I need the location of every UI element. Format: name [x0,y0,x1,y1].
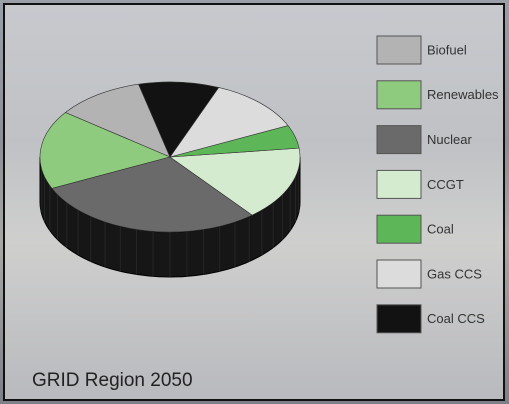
pie-slice [64,83,171,158]
legend-swatch [376,304,422,334]
legend-label: Coal CCS [427,311,485,326]
pie-slice [138,81,220,158]
legend-swatch [376,259,422,289]
legend-label: CCGT [427,177,464,192]
pie-slice [39,112,171,189]
pie-slice [51,156,253,233]
legend-label: Nuclear [427,132,472,147]
legend-label: Renewables [427,87,499,102]
legend-swatch [376,169,422,199]
legend-swatch [376,35,422,65]
pie-slice [169,147,301,216]
legend-swatch [376,80,422,110]
legend-swatch [376,214,422,244]
legend-label: Biofuel [427,42,467,57]
legend-swatch [376,125,422,155]
legend-label: Gas CCS [427,266,482,281]
chart-title: GRID Region 2050 [32,370,193,391]
legend-label: Coal [427,222,454,237]
pie-slice [169,87,289,158]
